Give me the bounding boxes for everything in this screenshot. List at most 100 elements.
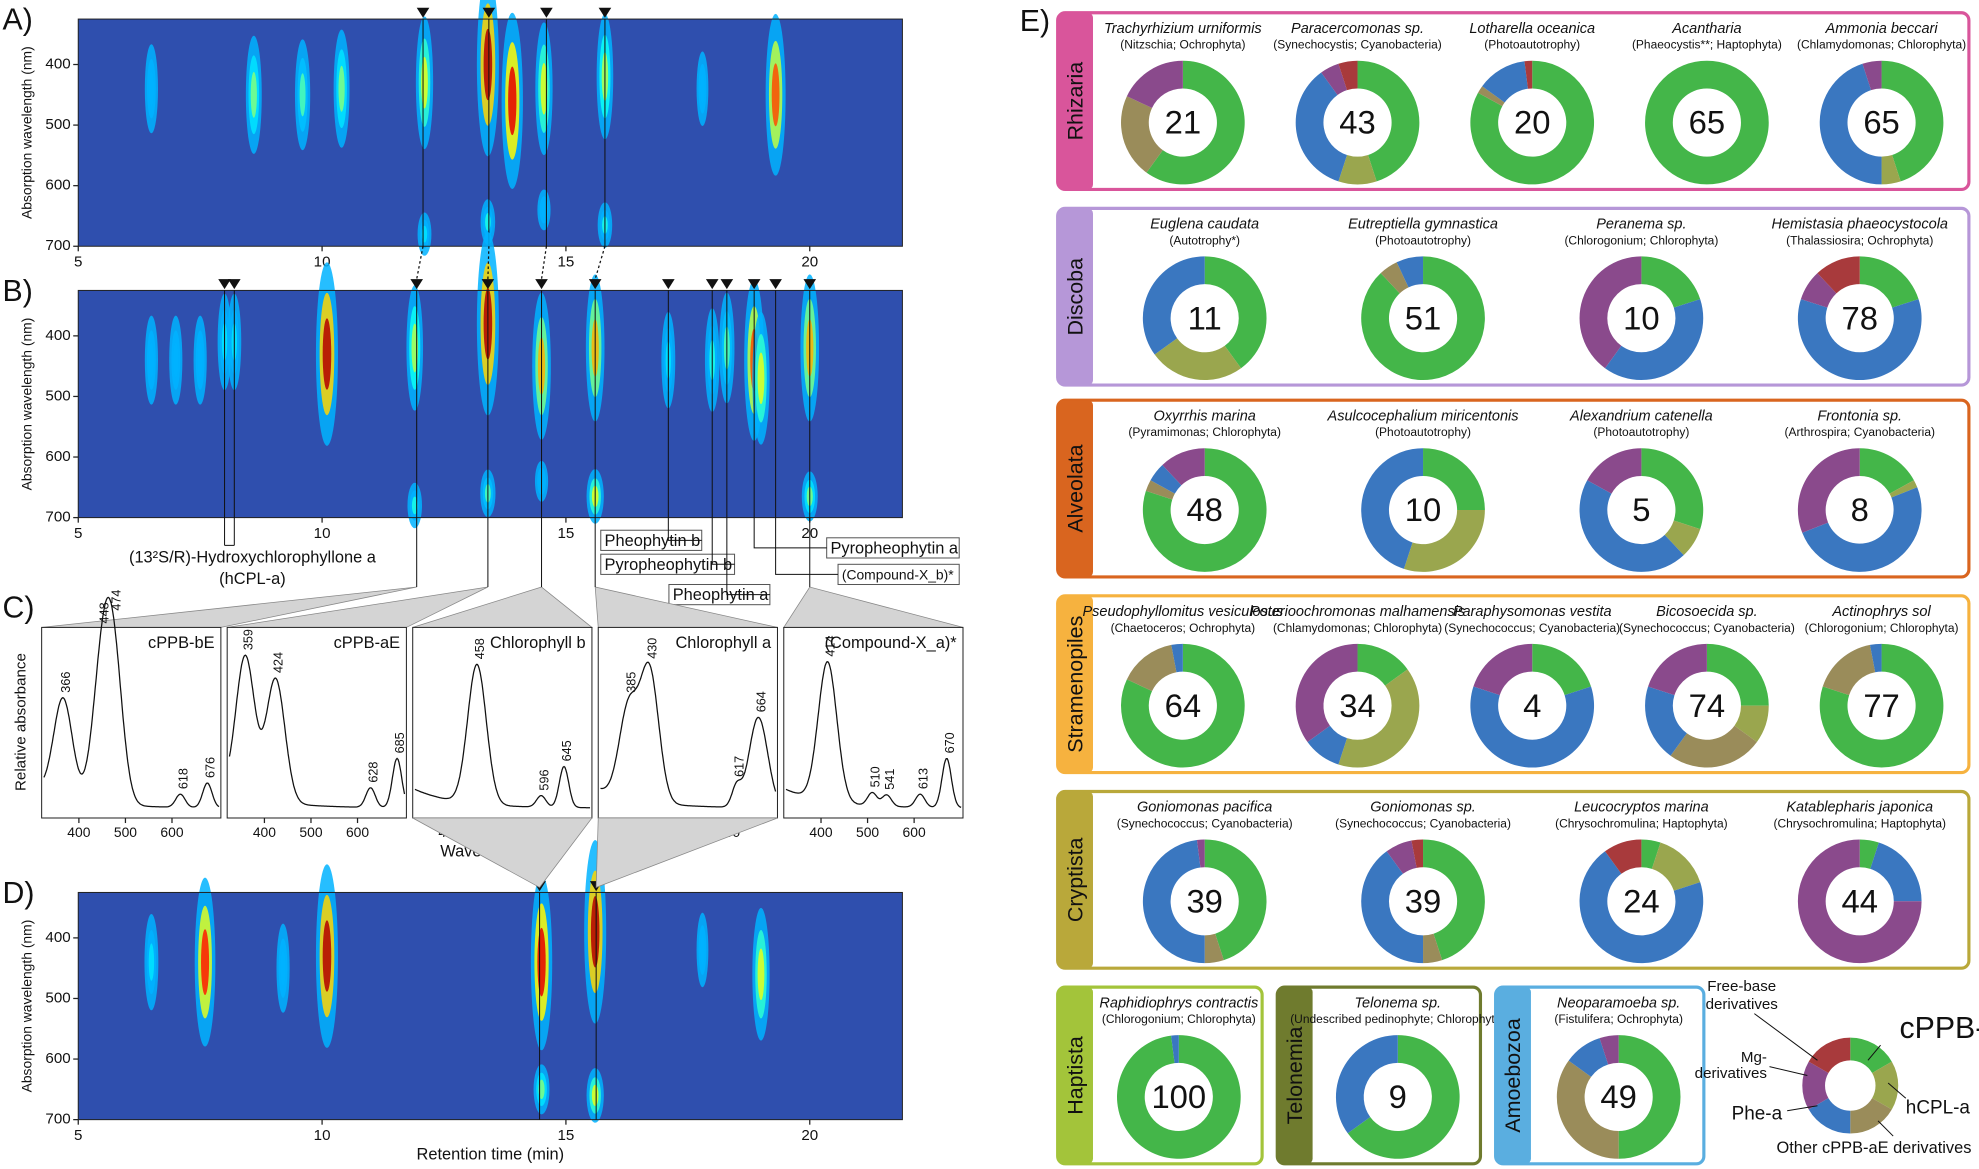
taxon-source: (Chlamydomonas; Chlorophyta): [1273, 621, 1442, 635]
taxon-name: Trachyrhizium urniformis: [1104, 21, 1262, 37]
group-strip: [1057, 208, 1093, 386]
donut-segment: [1162, 448, 1205, 486]
donut-value: 48: [1186, 491, 1222, 528]
donut-value: 100: [1151, 1078, 1206, 1115]
x-tick-label: 15: [558, 1127, 575, 1144]
y-axis-label: Absorption wavelength (nm): [18, 318, 34, 491]
legend-leader: [1769, 1066, 1808, 1076]
peak-label: 430: [646, 638, 660, 659]
heatmap-peak: [338, 65, 345, 112]
donut-segment: [1648, 643, 1707, 696]
donut-segment: [1889, 480, 1918, 498]
compound-label: Pheophytin b: [605, 532, 701, 550]
taxon-name: Goniomonas sp.: [1370, 800, 1476, 816]
donut-segment: [1142, 839, 1205, 964]
compound-label: (hCPL-a): [219, 570, 286, 588]
heatmap-peak: [541, 201, 547, 218]
taxon-source: (Synechococcus; Cyanobacteria): [1117, 816, 1293, 830]
y-tick-label: 400: [45, 929, 70, 946]
heatmap-peak: [148, 943, 155, 981]
taxon-source: (Synechocystis; Cyanobacteria): [1273, 38, 1442, 52]
y-tick-label: 600: [45, 448, 70, 465]
donut-segment: [1473, 643, 1533, 696]
y-axis-label: Relative absorbance: [12, 653, 29, 791]
donut-segment: [1645, 60, 1769, 185]
taxon-source: (Arthrospira; Cyanobacteria): [1784, 425, 1935, 439]
donut-segment: [1651, 842, 1701, 891]
donut-segment: [1171, 1035, 1179, 1064]
panel-letter: C): [3, 592, 35, 625]
legend-label: derivatives: [1695, 1065, 1768, 1082]
spectrum-title: cPPB-bE: [148, 634, 215, 652]
heatmap-peak: [173, 342, 179, 378]
donut-value: 20: [1514, 104, 1550, 141]
donut-segment: [1335, 1035, 1398, 1134]
donut-segment: [1822, 644, 1876, 696]
heatmap-peak: [421, 56, 428, 109]
x-tick-label: 400: [253, 824, 276, 840]
peak-marker: [803, 279, 817, 290]
heatmap-peak: [757, 948, 765, 1001]
peak-label: 596: [537, 770, 551, 791]
heatmap-peak: [508, 66, 517, 136]
donut-segment: [1338, 669, 1420, 768]
donut-segment: [1579, 851, 1704, 964]
donut-value: 44: [1841, 882, 1877, 919]
x-tick-label: 500: [856, 824, 879, 840]
connector: [487, 246, 490, 280]
heatmap-peak: [299, 73, 306, 117]
peak-label: 664: [754, 691, 768, 712]
taxon-name: Peranema sp.: [1596, 217, 1686, 233]
donut-value: 11: [1188, 299, 1222, 336]
y-tick-label: 700: [45, 1111, 70, 1128]
donut-segment: [1357, 643, 1408, 686]
connector: [416, 246, 424, 280]
taxon-name: Ammonia beccari: [1825, 21, 1939, 37]
taxon-source: (Fistulifera; Ochrophyta): [1554, 1012, 1683, 1026]
donut-segment: [1361, 448, 1424, 569]
x-tick-label: 500: [299, 824, 322, 840]
group-name: Alveolata: [1063, 444, 1087, 532]
peak-marker: [227, 279, 241, 290]
taxon-name: Bicosoecida sp.: [1656, 604, 1758, 620]
donut-segment: [1605, 839, 1642, 874]
taxon-source: (Chlorogonium; Chlorophyta): [1564, 233, 1718, 247]
spectrum-curve: [43, 596, 220, 808]
compound-label: (Compound-X_b)*: [842, 566, 954, 582]
connector: [540, 246, 548, 280]
peak-marker: [482, 7, 496, 18]
peak-label: 424: [272, 652, 286, 673]
heatmap-peak: [280, 950, 286, 986]
taxon-name: Paracercomonas sp.: [1291, 21, 1424, 37]
donut-value: 64: [1165, 687, 1201, 724]
peak-marker: [218, 279, 231, 290]
x-tick-label: 10: [314, 525, 331, 542]
donut-value: 8: [1851, 491, 1869, 528]
taxon-name: Eutreptiella gymnastica: [1348, 217, 1498, 233]
y-tick-label: 400: [45, 327, 70, 344]
donut-segment: [1568, 1038, 1609, 1077]
taxon-name: Frontonia sp.: [1817, 408, 1902, 424]
peak-label: 414: [824, 636, 838, 657]
donut-segment: [1641, 839, 1661, 869]
group-name: Rhizaria: [1063, 62, 1087, 141]
donut-segment: [1142, 256, 1205, 355]
taxon-source: (Nitzschia; Ochrophyta): [1120, 38, 1245, 52]
taxon-name: Pseudophyllomitus vesiculosus: [1083, 604, 1284, 620]
group-box: [1056, 789, 1971, 970]
donut-value: 49: [1600, 1078, 1636, 1115]
peak-marker: [410, 279, 424, 290]
heatmap-peak: [700, 74, 705, 104]
donut-segment: [1802, 487, 1922, 572]
taxon-name: Leucocryptos marina: [1574, 800, 1709, 816]
taxon-source: (Chaetoceros; Ochrophyta): [1111, 621, 1256, 635]
taxon-source: (Chlamydomonas; Chlorophyta): [1797, 38, 1966, 52]
legend-swatch: [1808, 1098, 1851, 1134]
panel-letter: D): [3, 877, 35, 910]
donut-segment: [1126, 60, 1183, 109]
group-name: Amoebozoa: [1501, 1018, 1525, 1132]
taxon-source: (Chrysochromulina; Haptophyta): [1555, 816, 1728, 830]
donut-segment: [1117, 1035, 1241, 1159]
compound-leader: [753, 517, 827, 549]
donut-segment: [1145, 480, 1175, 500]
